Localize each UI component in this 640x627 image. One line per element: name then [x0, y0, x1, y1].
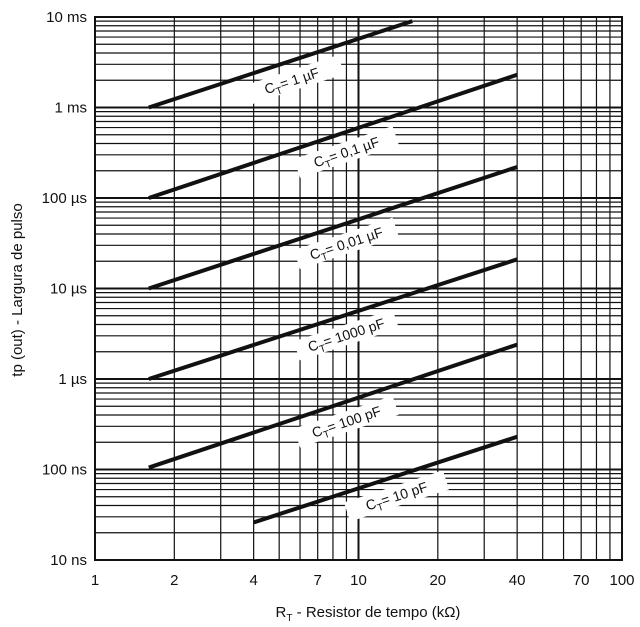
series-line — [148, 165, 518, 291]
series-line — [148, 342, 518, 470]
series-label-bg — [239, 54, 345, 107]
series-label-bg — [293, 395, 399, 448]
y-tick-label: 1 µs — [58, 371, 87, 388]
x-tick-label: 1 — [91, 572, 99, 589]
series-label-bg — [293, 217, 399, 270]
series-line — [148, 257, 518, 381]
series-line — [148, 19, 413, 110]
x-tick-label: 70 — [573, 572, 590, 589]
series-line — [253, 434, 518, 525]
x-tick-label: 20 — [429, 572, 446, 589]
series-label-bg — [343, 470, 450, 522]
series-label-bg — [293, 309, 399, 361]
y-tick-label: 10 ms — [46, 9, 87, 26]
y-tick-label: 100 µs — [42, 190, 87, 207]
series-label: CT= 10 pF — [343, 470, 450, 522]
x-tick-label: 4 — [249, 572, 257, 589]
y-tick-label: 10 ns — [50, 552, 87, 569]
y-tick-label: 100 ns — [42, 462, 87, 479]
x-tick-label: 7 — [314, 572, 322, 589]
series-label-bg — [293, 125, 399, 178]
x-axis-title: RT - Resistor de tempo (kΩ) — [276, 604, 461, 624]
x-tick-label: 10 — [350, 572, 367, 589]
series-line — [148, 72, 518, 200]
y-tick-label: 10 µs — [50, 281, 87, 298]
x-tick-label: 40 — [509, 572, 526, 589]
x-tick-labels: 1 2 4 7 10 20 40 70 100 — [91, 572, 635, 589]
y-tick-labels: 10 ns 100 ns 1 µs 10 µs 100 µs 1 ms 10 ms — [42, 9, 87, 569]
x-tick-label: 100 — [609, 572, 634, 589]
y-tick-label: 1 ms — [54, 100, 87, 117]
series-label: CT= 1 µF — [239, 54, 345, 107]
y-axis-title: tp (out) - Largura de pulso — [9, 203, 26, 376]
x-tick-label: 2 — [170, 572, 178, 589]
series-lines — [148, 19, 518, 525]
